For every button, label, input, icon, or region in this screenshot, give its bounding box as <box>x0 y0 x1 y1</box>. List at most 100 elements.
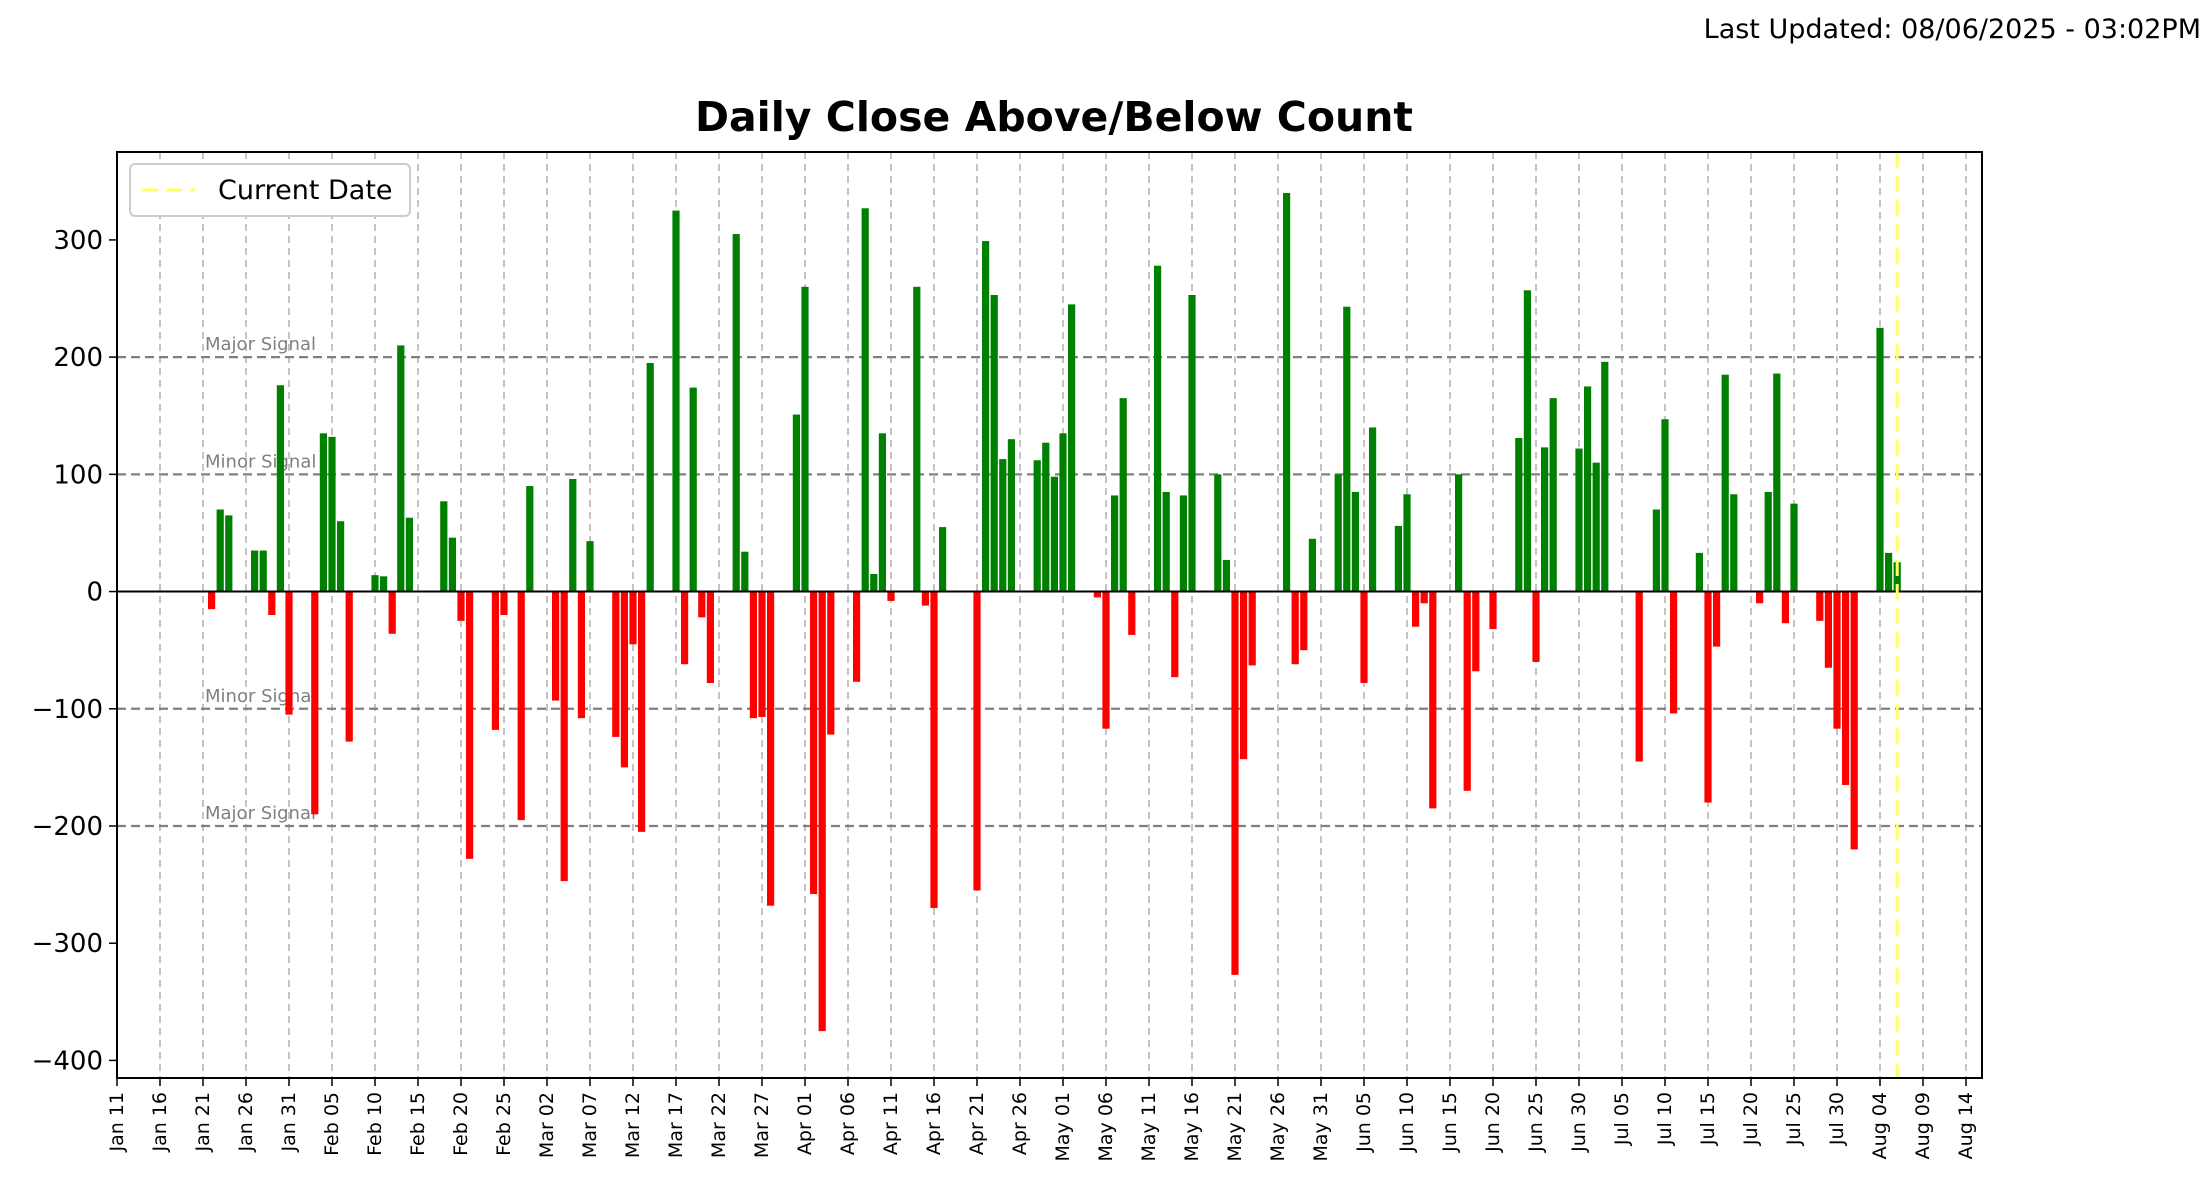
bar <box>1394 525 1402 592</box>
bar <box>319 433 327 592</box>
bar <box>311 591 319 815</box>
bar <box>1369 427 1377 592</box>
bar <box>913 286 921 592</box>
bar <box>1463 591 1471 791</box>
bar <box>612 591 620 737</box>
bar <box>1472 591 1480 672</box>
bar <box>801 286 809 592</box>
x-tick-label: Feb 05 <box>321 1092 343 1156</box>
bar <box>1575 448 1583 592</box>
x-tick-label: Jul 05 <box>1611 1092 1633 1146</box>
plot-frame <box>116 151 1983 1079</box>
bar <box>887 591 895 601</box>
bar <box>1007 439 1015 592</box>
bar <box>1093 591 1101 598</box>
bar <box>1334 474 1342 592</box>
bar <box>930 591 938 909</box>
chart-title: Daily Close Above/Below Count <box>695 93 1413 141</box>
bar <box>629 591 637 645</box>
x-tick-label: Mar 22 <box>708 1092 730 1158</box>
signal-label: Major Signal <box>205 334 316 355</box>
bar <box>337 521 345 592</box>
bar <box>448 537 456 592</box>
bar <box>1240 591 1248 760</box>
x-axis-ticks: Jan 11 Jan 16 Jan 21 Jan 26 Jan 31 Feb 05 Feb … <box>106 1078 1977 1162</box>
bar <box>1824 591 1832 668</box>
bar <box>732 234 740 592</box>
bar <box>1248 591 1256 666</box>
legend-box <box>129 163 411 217</box>
bar <box>491 591 499 730</box>
bar <box>1592 462 1600 592</box>
signal-label: Major Signal <box>205 803 316 824</box>
x-tick-label: May 06 <box>1095 1092 1117 1162</box>
bar <box>749 591 757 719</box>
bar <box>259 550 267 592</box>
bar <box>1214 474 1222 592</box>
x-tick-label: Jun 15 <box>1439 1092 1461 1153</box>
bar <box>853 591 861 682</box>
bar <box>1885 552 1893 592</box>
x-tick-label: Jan 21 <box>192 1092 214 1153</box>
x-tick-label: Jul 15 <box>1697 1092 1719 1146</box>
bar <box>1523 290 1531 592</box>
bar <box>973 591 981 891</box>
signal-label: Minor Signal <box>205 451 316 472</box>
x-tick-label: Jun 10 <box>1396 1092 1418 1153</box>
last-updated-text: Last Updated: 08/06/2025 - 03:02PM <box>1703 14 2201 45</box>
x-tick-label: Apr 11 <box>880 1092 902 1155</box>
bar <box>1704 591 1712 803</box>
bar <box>276 385 284 592</box>
y-tick-label: 100 <box>53 460 103 490</box>
bar <box>1033 460 1041 592</box>
bar <box>586 541 594 592</box>
bar <box>1455 474 1463 592</box>
bar <box>1850 591 1858 850</box>
bar <box>1068 304 1076 592</box>
x-tick-label: May 01 <box>1052 1092 1074 1162</box>
bar <box>397 345 405 592</box>
x-tick-label: Mar 17 <box>665 1092 687 1158</box>
bar <box>1489 591 1497 630</box>
y-tick-label: −200 <box>32 812 103 842</box>
x-tick-label: May 11 <box>1138 1092 1160 1162</box>
x-tick-label: Jul 20 <box>1740 1092 1762 1146</box>
bar <box>1652 509 1660 592</box>
bar <box>878 433 886 592</box>
x-tick-label: Apr 06 <box>837 1092 859 1155</box>
bar <box>1188 295 1196 592</box>
bar <box>457 591 465 621</box>
bar <box>440 501 448 592</box>
x-tick-label: Mar 27 <box>751 1092 773 1158</box>
bar <box>646 362 654 592</box>
bar <box>1429 591 1437 809</box>
bar <box>552 591 560 701</box>
bar <box>758 591 766 717</box>
bar <box>577 591 585 719</box>
x-tick-label: Feb 10 <box>364 1092 386 1156</box>
y-axis-ticks: −400 −300 −200 −100 0 100 200 300 <box>32 226 117 1076</box>
bar <box>285 591 293 715</box>
x-tick-label: Apr 16 <box>923 1092 945 1155</box>
bar <box>328 436 336 592</box>
bar <box>251 550 259 592</box>
bar <box>1756 591 1764 604</box>
bar <box>1162 491 1170 592</box>
bar <box>405 517 413 592</box>
bar <box>1532 591 1540 662</box>
bar <box>921 591 929 606</box>
x-tick-label: Jun 25 <box>1525 1092 1547 1153</box>
bar <box>1790 503 1798 592</box>
bar <box>466 591 474 859</box>
bar <box>620 591 628 768</box>
x-tick-label: Apr 01 <box>794 1092 816 1155</box>
bar <box>1773 373 1781 592</box>
bar <box>870 573 878 592</box>
bar <box>818 591 826 1032</box>
bar <box>1102 591 1110 729</box>
x-tick-label: May 31 <box>1310 1092 1332 1162</box>
bar <box>1893 562 1901 592</box>
bar <box>345 591 353 742</box>
bar <box>861 208 869 592</box>
bar <box>216 509 224 592</box>
